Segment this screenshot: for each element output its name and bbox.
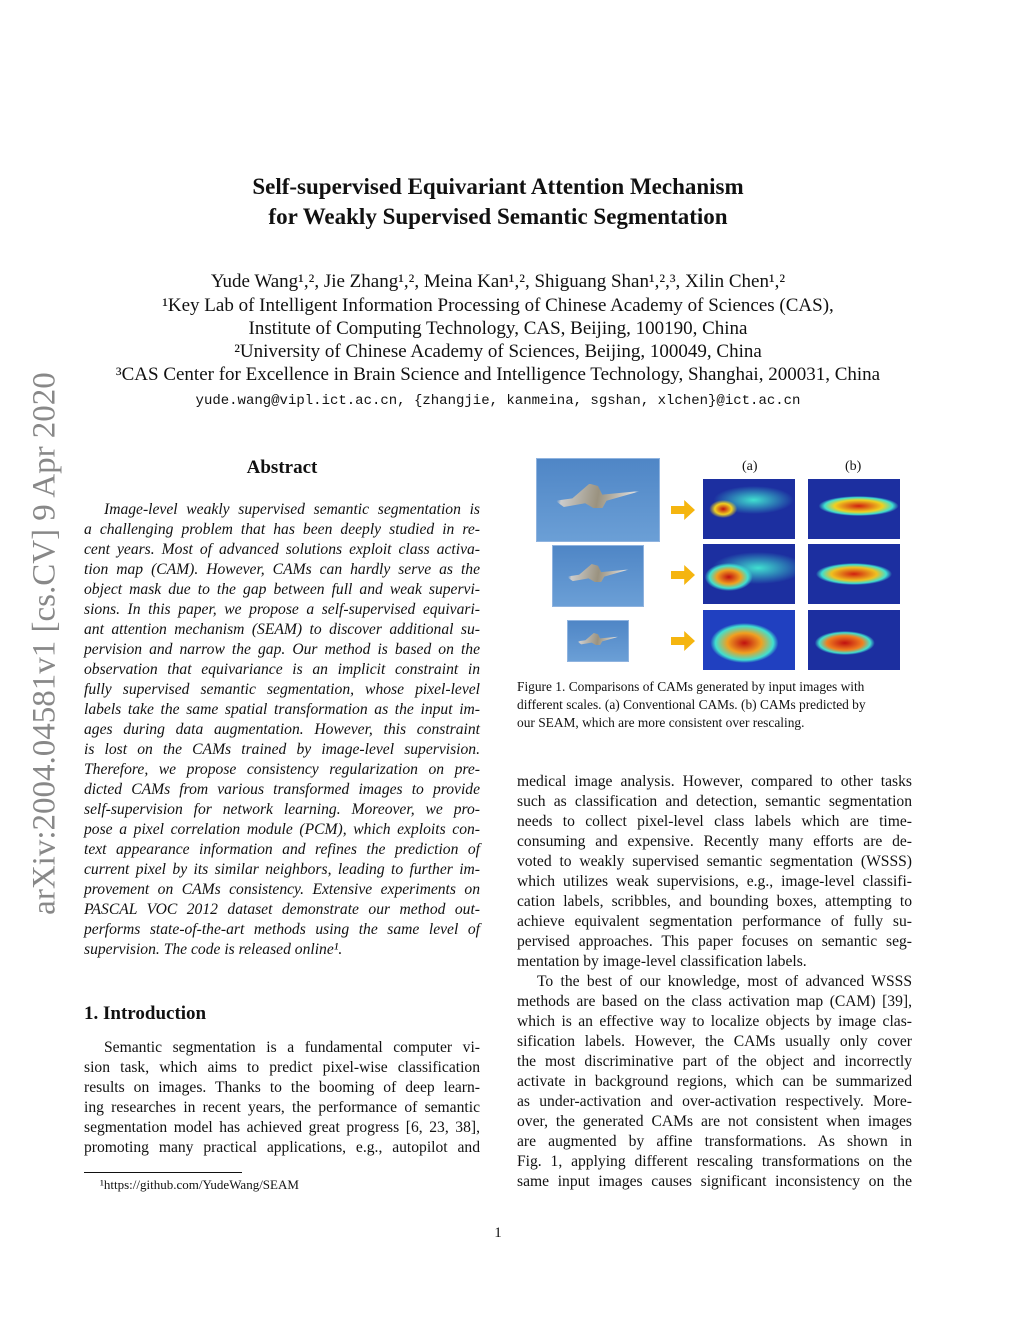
- text-line: segmentation model has achieved great pr…: [84, 1119, 480, 1136]
- cam-conventional: [703, 610, 795, 670]
- cam-conventional: [703, 544, 795, 604]
- figure-caption: our SEAM, which are more consistent over…: [517, 715, 805, 730]
- text-line: ing researches in recent years, the perf…: [84, 1099, 480, 1116]
- text-line: voted to weakly supervised semantic segm…: [517, 853, 912, 870]
- page-number: 1: [494, 1225, 502, 1241]
- text-line: results on images. Thanks to the booming…: [84, 1079, 480, 1096]
- text-line: performs state-of-the-art methods using …: [84, 921, 480, 938]
- text-line: self-supervision for network learning. M…: [84, 801, 480, 818]
- text-line: fully supervised semantic segmentation, …: [84, 681, 480, 698]
- col-label-a: (a): [742, 459, 758, 474]
- text-line: achieve equivalent segmentation performa…: [517, 913, 912, 930]
- text-line: sions. In this paper, we propose a self-…: [84, 601, 480, 618]
- arrow-icon: [671, 565, 695, 585]
- text-line: current pixel by its similar neighbors, …: [84, 861, 480, 878]
- text-line: cent years. Most of advanced solutions e…: [84, 541, 480, 558]
- text-line: methods are based on the class activatio…: [517, 993, 912, 1010]
- footnote: ¹https://github.com/YudeWang/SEAM: [100, 1177, 299, 1192]
- text-line: dicted CAMs from various transformed ima…: [84, 781, 480, 798]
- text-line: observation that equivariance is an impl…: [84, 661, 480, 678]
- input-image-medium: [552, 545, 644, 607]
- arrow-icon: [671, 500, 695, 520]
- text-line: Image-level weakly supervised semantic s…: [104, 501, 480, 518]
- text-line: Fig. 1, applying different rescaling tra…: [517, 1153, 912, 1170]
- text-line: same input images causes significant inc…: [517, 1173, 912, 1190]
- text-line: mentation by image-level classification …: [517, 953, 807, 970]
- text-line: pose a pixel correlation module (PCM), w…: [84, 821, 480, 838]
- affiliation: ³CAS Center for Excellence in Brain Scie…: [115, 364, 881, 385]
- text-line: object mask due to the gap between full …: [84, 581, 480, 598]
- text-line: labels take the same spatial transformat…: [84, 701, 480, 718]
- arxiv-stamp: arXiv:2004.04581v1 [cs.CV] 9 Apr 2020: [26, 372, 63, 915]
- col-label-b: (b): [845, 459, 862, 474]
- text-line: which utilizes weak supervisions, e.g., …: [517, 873, 912, 890]
- footnote-rule: [84, 1172, 242, 1173]
- text-line: text appearance information and refines …: [84, 841, 480, 858]
- text-line: activate in background regions, which ca…: [517, 1073, 912, 1090]
- text-line: medical image analysis. However, compare…: [517, 773, 912, 790]
- text-line: such as classification and detection, se…: [517, 793, 912, 810]
- intro-heading: 1. Introduction: [84, 1003, 207, 1024]
- text-line: To the best of our knowledge, most of ad…: [537, 973, 912, 990]
- text-line: sification labels. However, the CAMs usu…: [517, 1033, 912, 1050]
- text-line: over, the generated CAMs are not consist…: [517, 1113, 912, 1130]
- cam-seam: [808, 544, 900, 604]
- text-line: is lost on the CAMs trained by image-lev…: [84, 741, 480, 758]
- text-line: PASCAL VOC 2012 dataset demonstrate our …: [84, 901, 480, 918]
- text-line: pervision and narrow the gap. Our method…: [84, 641, 480, 658]
- text-line: are augmented by affine transformations.…: [517, 1133, 912, 1150]
- text-line: promoting many practical applications, e…: [84, 1139, 480, 1156]
- figure-caption: Figure 1. Comparisons of CAMs generated …: [517, 679, 865, 694]
- affiliation: ¹Key Lab of Intelligent Information Proc…: [162, 295, 834, 316]
- text-line: consuming and expensive. Recently many e…: [517, 833, 912, 850]
- affiliation: Institute of Computing Technology, CAS, …: [248, 318, 748, 339]
- text-line: ages during data augmentation. However, …: [84, 721, 480, 738]
- text-line: pervised approaches. This paper focuses …: [517, 933, 912, 950]
- text-line: Semantic segmentation is a fundamental c…: [104, 1039, 480, 1056]
- text-line: cation labels, scribbles, and bounding b…: [517, 893, 912, 910]
- arrow-icon: [671, 631, 695, 651]
- cam-conventional: [703, 479, 795, 539]
- input-image-large: [536, 458, 660, 542]
- paper-title-line-2: for Weakly Supervised Semantic Segmentat…: [268, 204, 728, 229]
- text-line: sion task, which aims to predict pixel-w…: [84, 1059, 480, 1076]
- text-line: needs to collect pixel-level class label…: [517, 813, 912, 830]
- cam-seam: [808, 610, 900, 670]
- cam-seam: [808, 479, 900, 539]
- text-line: ant attention mechanism (SEAM) to discov…: [84, 621, 480, 638]
- text-line: provement on CAMs consistency. Extensive…: [84, 881, 480, 898]
- authors: Yude Wang¹,², Jie Zhang¹,², Meina Kan¹,²…: [210, 271, 786, 292]
- affiliation: ²University of Chinese Academy of Scienc…: [234, 341, 762, 362]
- text-line: a challenging problem that has been deep…: [84, 521, 480, 538]
- text-line: as under-activation and over-activation …: [517, 1093, 912, 1110]
- figure-caption: different scales. (a) Conventional CAMs.…: [517, 697, 866, 712]
- abstract-heading: Abstract: [246, 457, 318, 478]
- paper-title-line-1: Self-supervised Equivariant Attention Me…: [252, 174, 744, 199]
- emails: yude.wang@vipl.ict.ac.cn, {zhangjie, kan…: [195, 393, 801, 409]
- text-line: which is an effective way to localize ob…: [517, 1013, 912, 1030]
- text-line: supervision. The code is released online…: [84, 941, 343, 958]
- text-line: the most discriminative part of the obje…: [517, 1053, 912, 1070]
- text-line: tion map (CAM). However, CAMs can hardly…: [84, 561, 480, 578]
- input-image-small: [567, 620, 629, 662]
- text-line: Therefore, we propose consistency regula…: [84, 761, 480, 778]
